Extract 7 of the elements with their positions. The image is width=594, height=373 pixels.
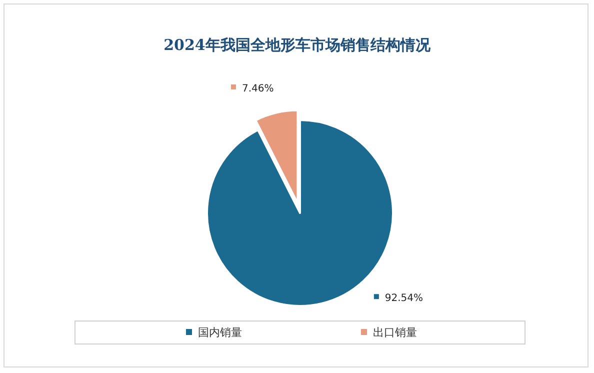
legend-label: 国内销量: [198, 326, 242, 339]
data-label: 7.46%: [242, 83, 274, 94]
data-label: 7.46%: [230, 83, 274, 94]
legend-label: 出口销量: [373, 326, 417, 339]
data-label: 92.54%: [384, 293, 424, 304]
chart-title: 2024年我国全地形车市场销售结构情况: [164, 36, 432, 54]
data-label: 92.54%: [374, 293, 424, 304]
